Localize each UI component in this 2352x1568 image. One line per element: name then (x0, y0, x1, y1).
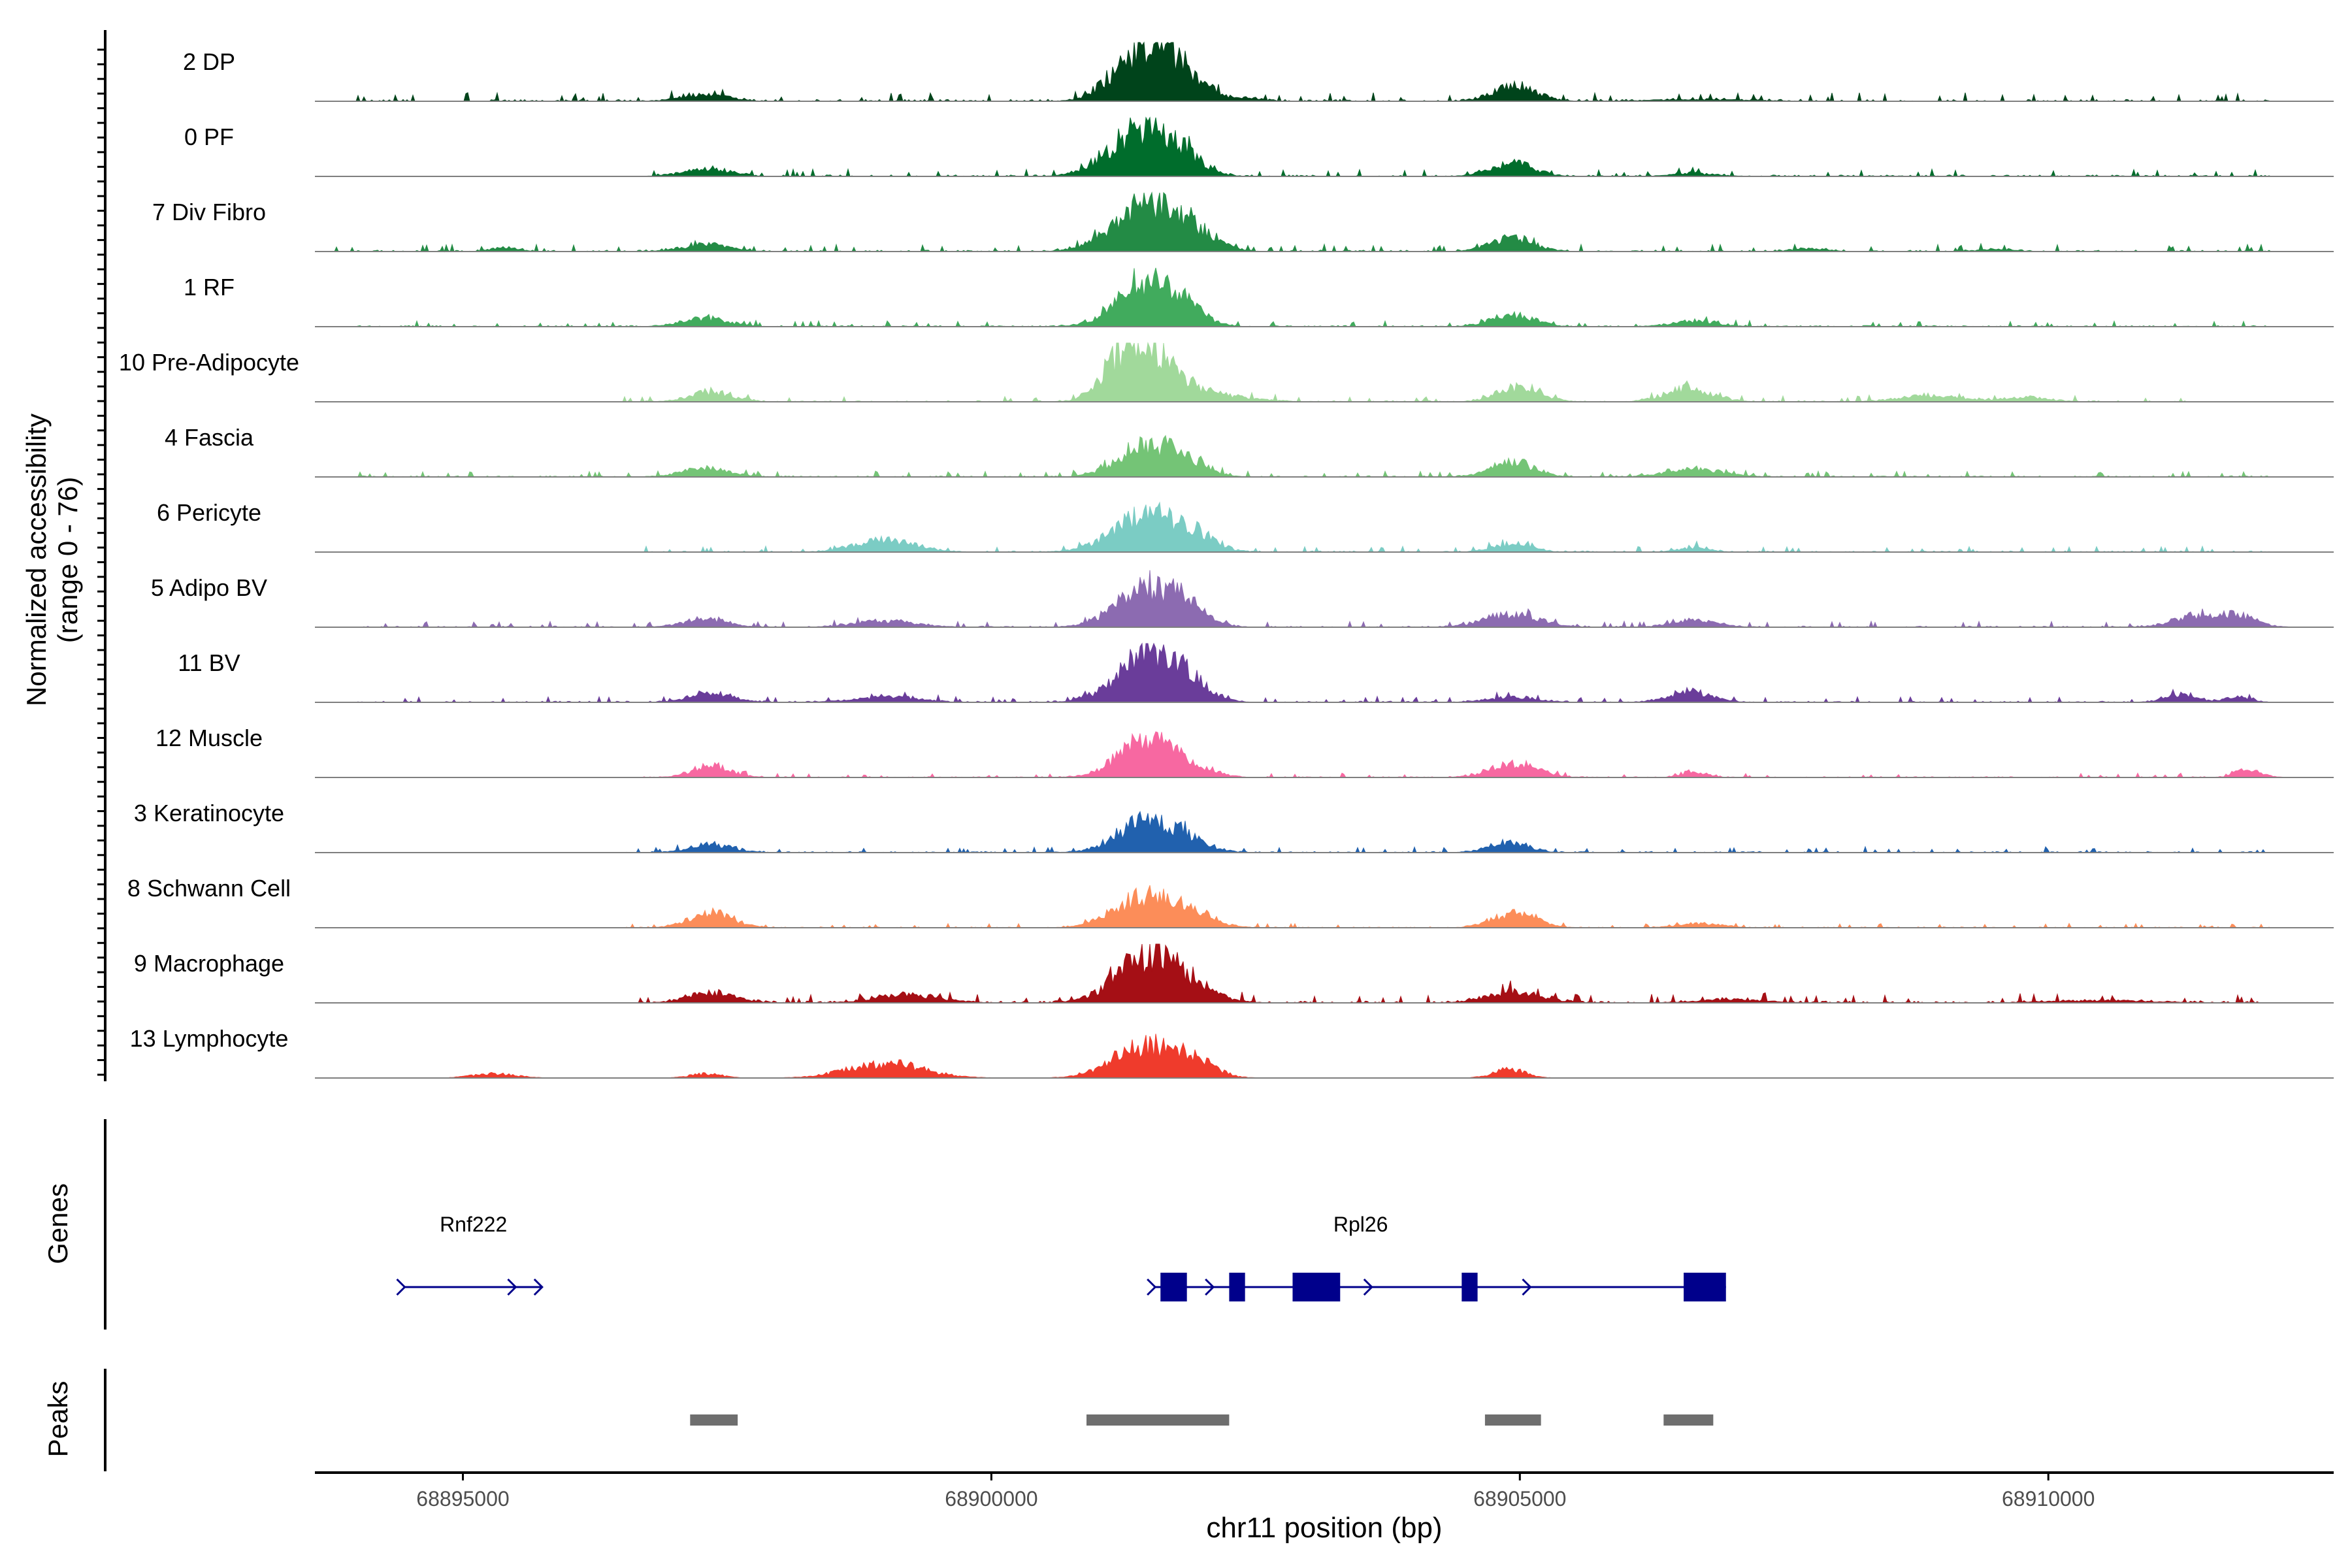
track-label: 6 Pericyte (157, 499, 261, 526)
gene-annotations: Rnf222 Rpl26 (396, 1213, 1726, 1301)
strand-arrow (1205, 1278, 1215, 1296)
y-axis-title-line-2: (range 0 - 76) (52, 477, 83, 643)
coverage-tracks: 2 DP 0 PF 7 Div Fibro 1 RF 10 Pre-Adipocyte 4… (119, 41, 2334, 1079)
track-label: 12 Muscle (155, 725, 263, 751)
x-axis-title: chr11 position (bp) (1206, 1512, 1442, 1544)
track: 9 Macrophage (134, 943, 2334, 1004)
track-label: 8 Schwann Cell (127, 875, 291, 902)
track: 4 Fascia (165, 424, 2334, 478)
track: 6 Pericyte (157, 499, 2334, 553)
track-label: 5 Adipo BV (151, 574, 267, 601)
track-label: 3 Keratinocyte (134, 800, 284, 826)
track: 8 Schwann Cell (127, 875, 2334, 928)
exon (1229, 1273, 1245, 1301)
gene-label: Rpl26 (1333, 1213, 1388, 1236)
strand-arrow (1522, 1278, 1532, 1296)
track: 2 DP (183, 41, 2334, 103)
coverage-y-axis (97, 30, 106, 1081)
track-label: 4 Fascia (165, 424, 254, 451)
x-axis-ticks: 68895000 68900000 68905000 68910000 (416, 1473, 2095, 1511)
strand-arrow (396, 1278, 406, 1296)
track: 0 PF (184, 116, 2334, 178)
peaks-panel-label: Peaks (42, 1381, 73, 1458)
exon (1462, 1273, 1478, 1301)
track-label: 1 RF (184, 274, 235, 301)
track-label: 10 Pre-Adipocyte (119, 349, 299, 376)
gene-label: Rnf222 (440, 1213, 507, 1236)
exon (1684, 1273, 1726, 1301)
track: 7 Div Fibro (152, 191, 2334, 253)
strand-arrow (1363, 1278, 1373, 1296)
track: 5 Adipo BV (151, 570, 2334, 629)
strand-arrow (1147, 1278, 1157, 1296)
peak-region (690, 1414, 738, 1426)
track-label: 0 PF (184, 123, 234, 150)
x-tick-label: 68895000 (416, 1487, 509, 1511)
track-label: 13 Lymphocyte (130, 1025, 289, 1052)
gene: Rnf222 (396, 1213, 544, 1296)
track: 1 RF (184, 267, 2334, 327)
x-tick-label: 68900000 (945, 1487, 1037, 1511)
peak-region (1086, 1414, 1230, 1426)
strand-arrow (533, 1278, 544, 1296)
peak-region (1484, 1414, 1541, 1426)
x-tick-label: 68905000 (1473, 1487, 1566, 1511)
y-axis-title-line-1: Normalized accessibility (21, 414, 52, 706)
peak-regions (690, 1414, 1714, 1426)
track-label: 2 DP (183, 48, 235, 75)
track-label: 7 Div Fibro (152, 199, 266, 225)
exon (1160, 1273, 1187, 1301)
coverage-area (315, 191, 2334, 253)
track: 10 Pre-Adipocyte (119, 342, 2334, 402)
strand-arrow (507, 1278, 517, 1296)
track: 3 Keratinocyte (134, 800, 2334, 854)
exon (1292, 1273, 1341, 1301)
track-label: 9 Macrophage (134, 950, 284, 977)
gene: Rpl26 (1147, 1213, 1726, 1301)
track-label: 11 BV (178, 649, 240, 676)
genes-panel-label: Genes (42, 1183, 73, 1264)
track: 13 Lymphocyte (130, 1025, 2334, 1079)
track: 12 Muscle (155, 725, 2334, 778)
track: 11 BV (178, 642, 2334, 703)
peak-region (1663, 1414, 1714, 1426)
x-tick-label: 68910000 (2002, 1487, 2095, 1511)
